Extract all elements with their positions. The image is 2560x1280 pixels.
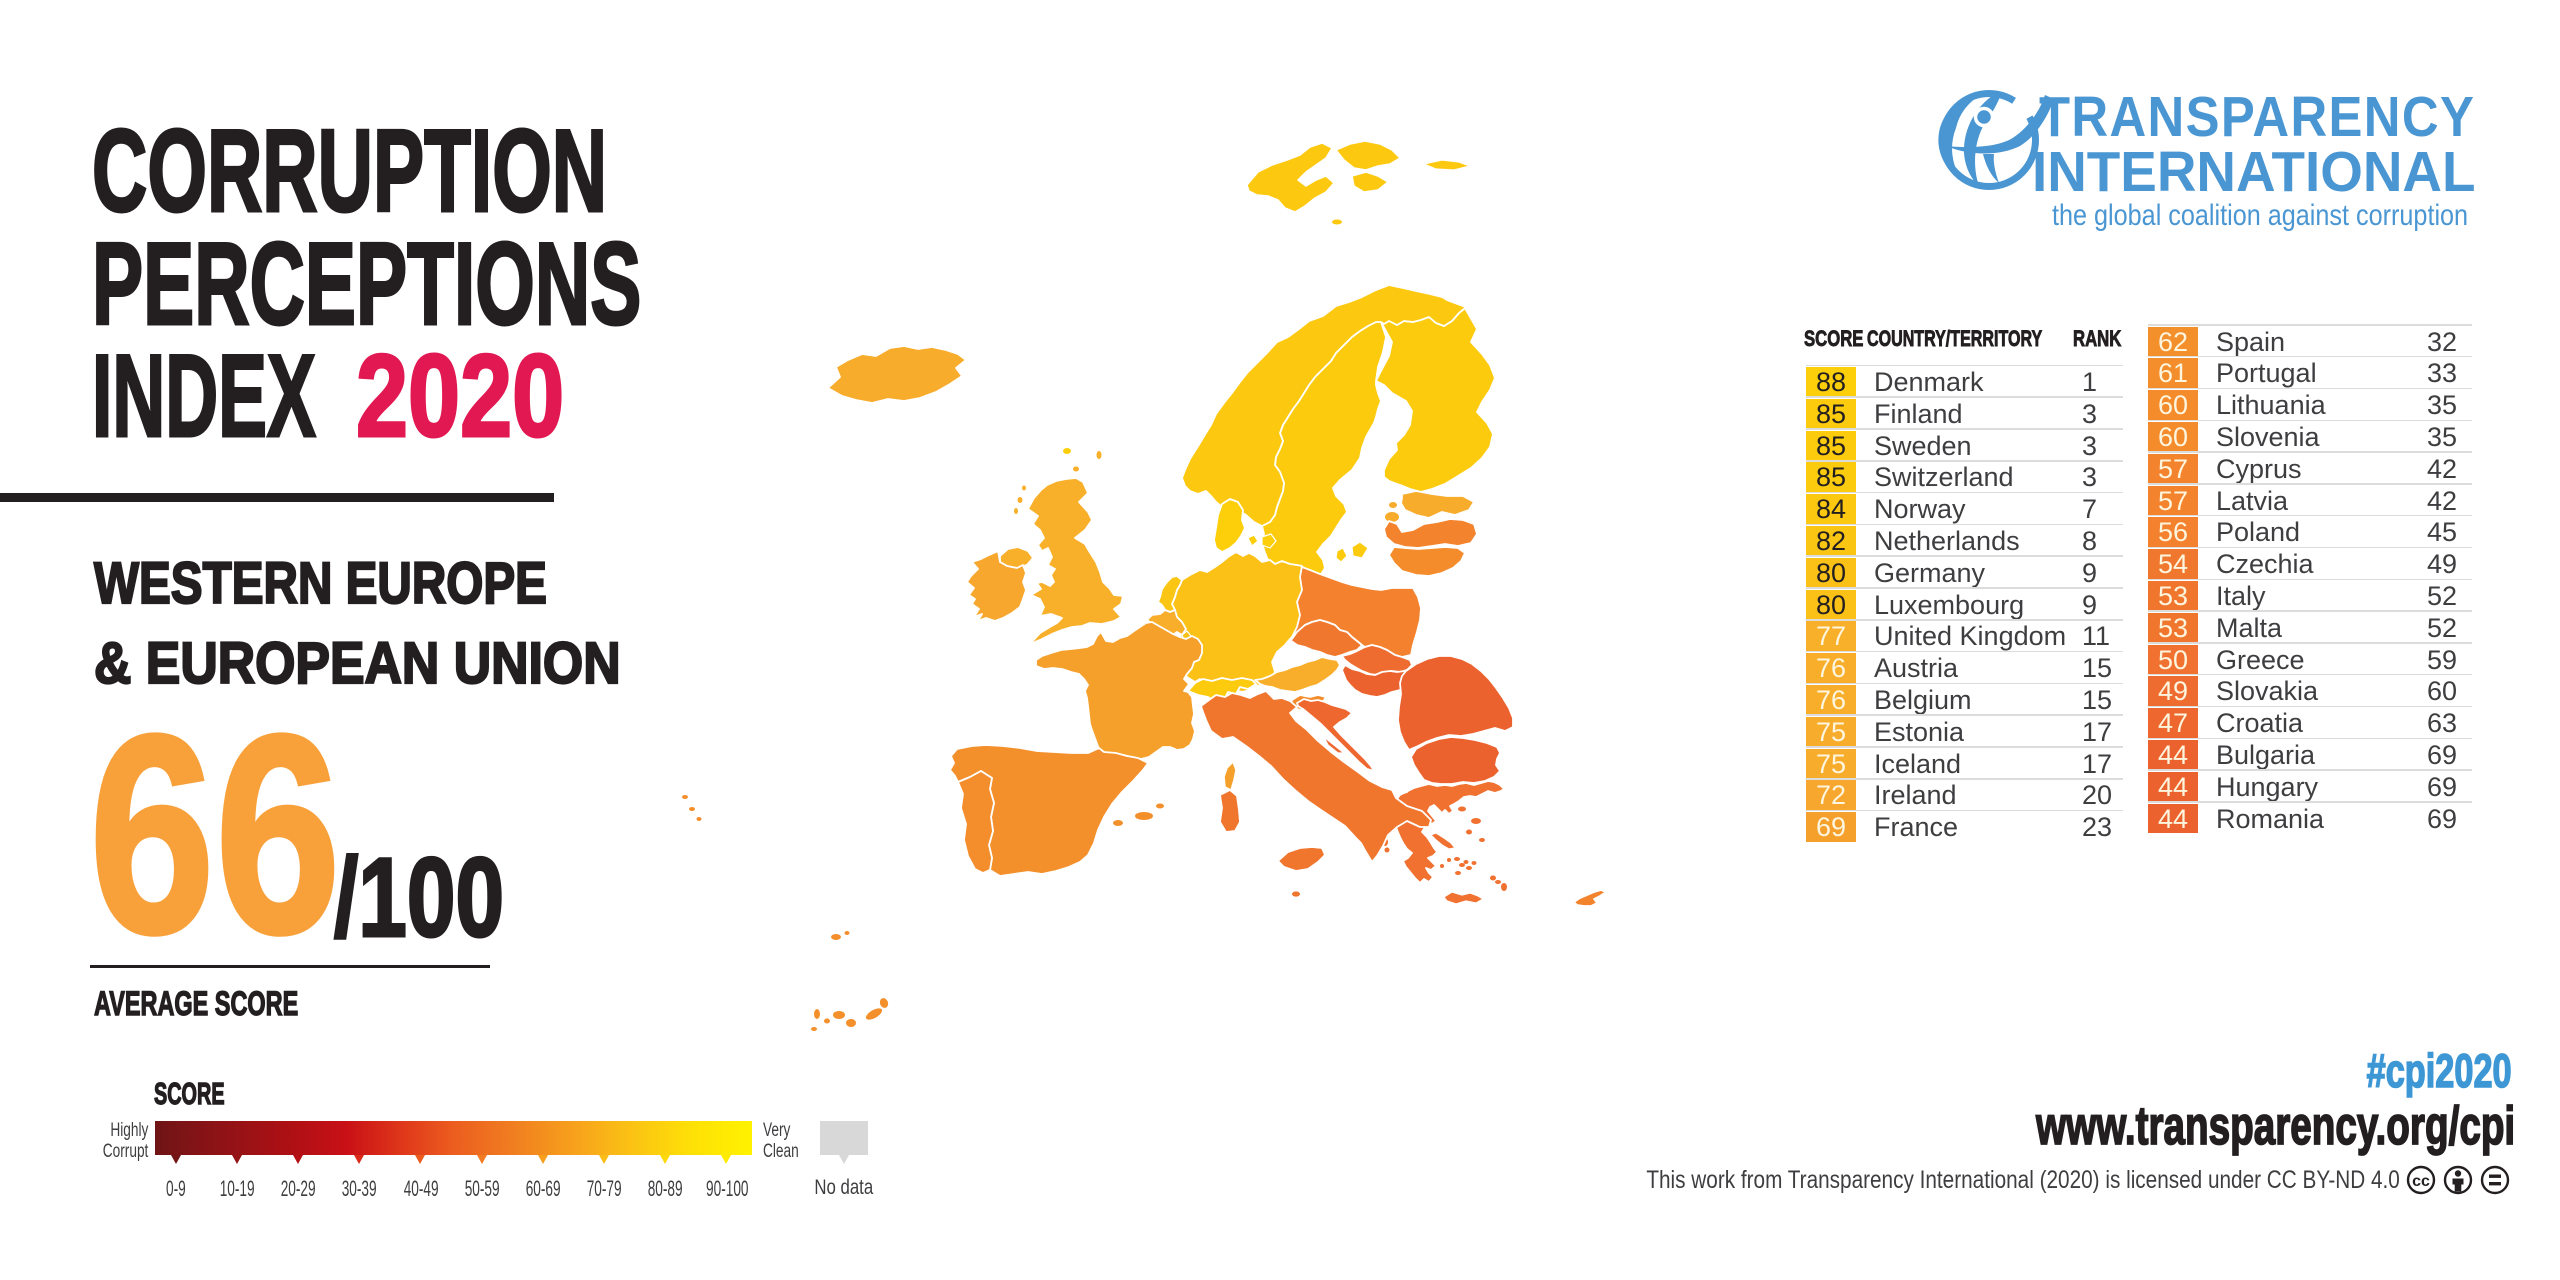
svg-text:cc: cc: [2412, 1173, 2430, 1190]
